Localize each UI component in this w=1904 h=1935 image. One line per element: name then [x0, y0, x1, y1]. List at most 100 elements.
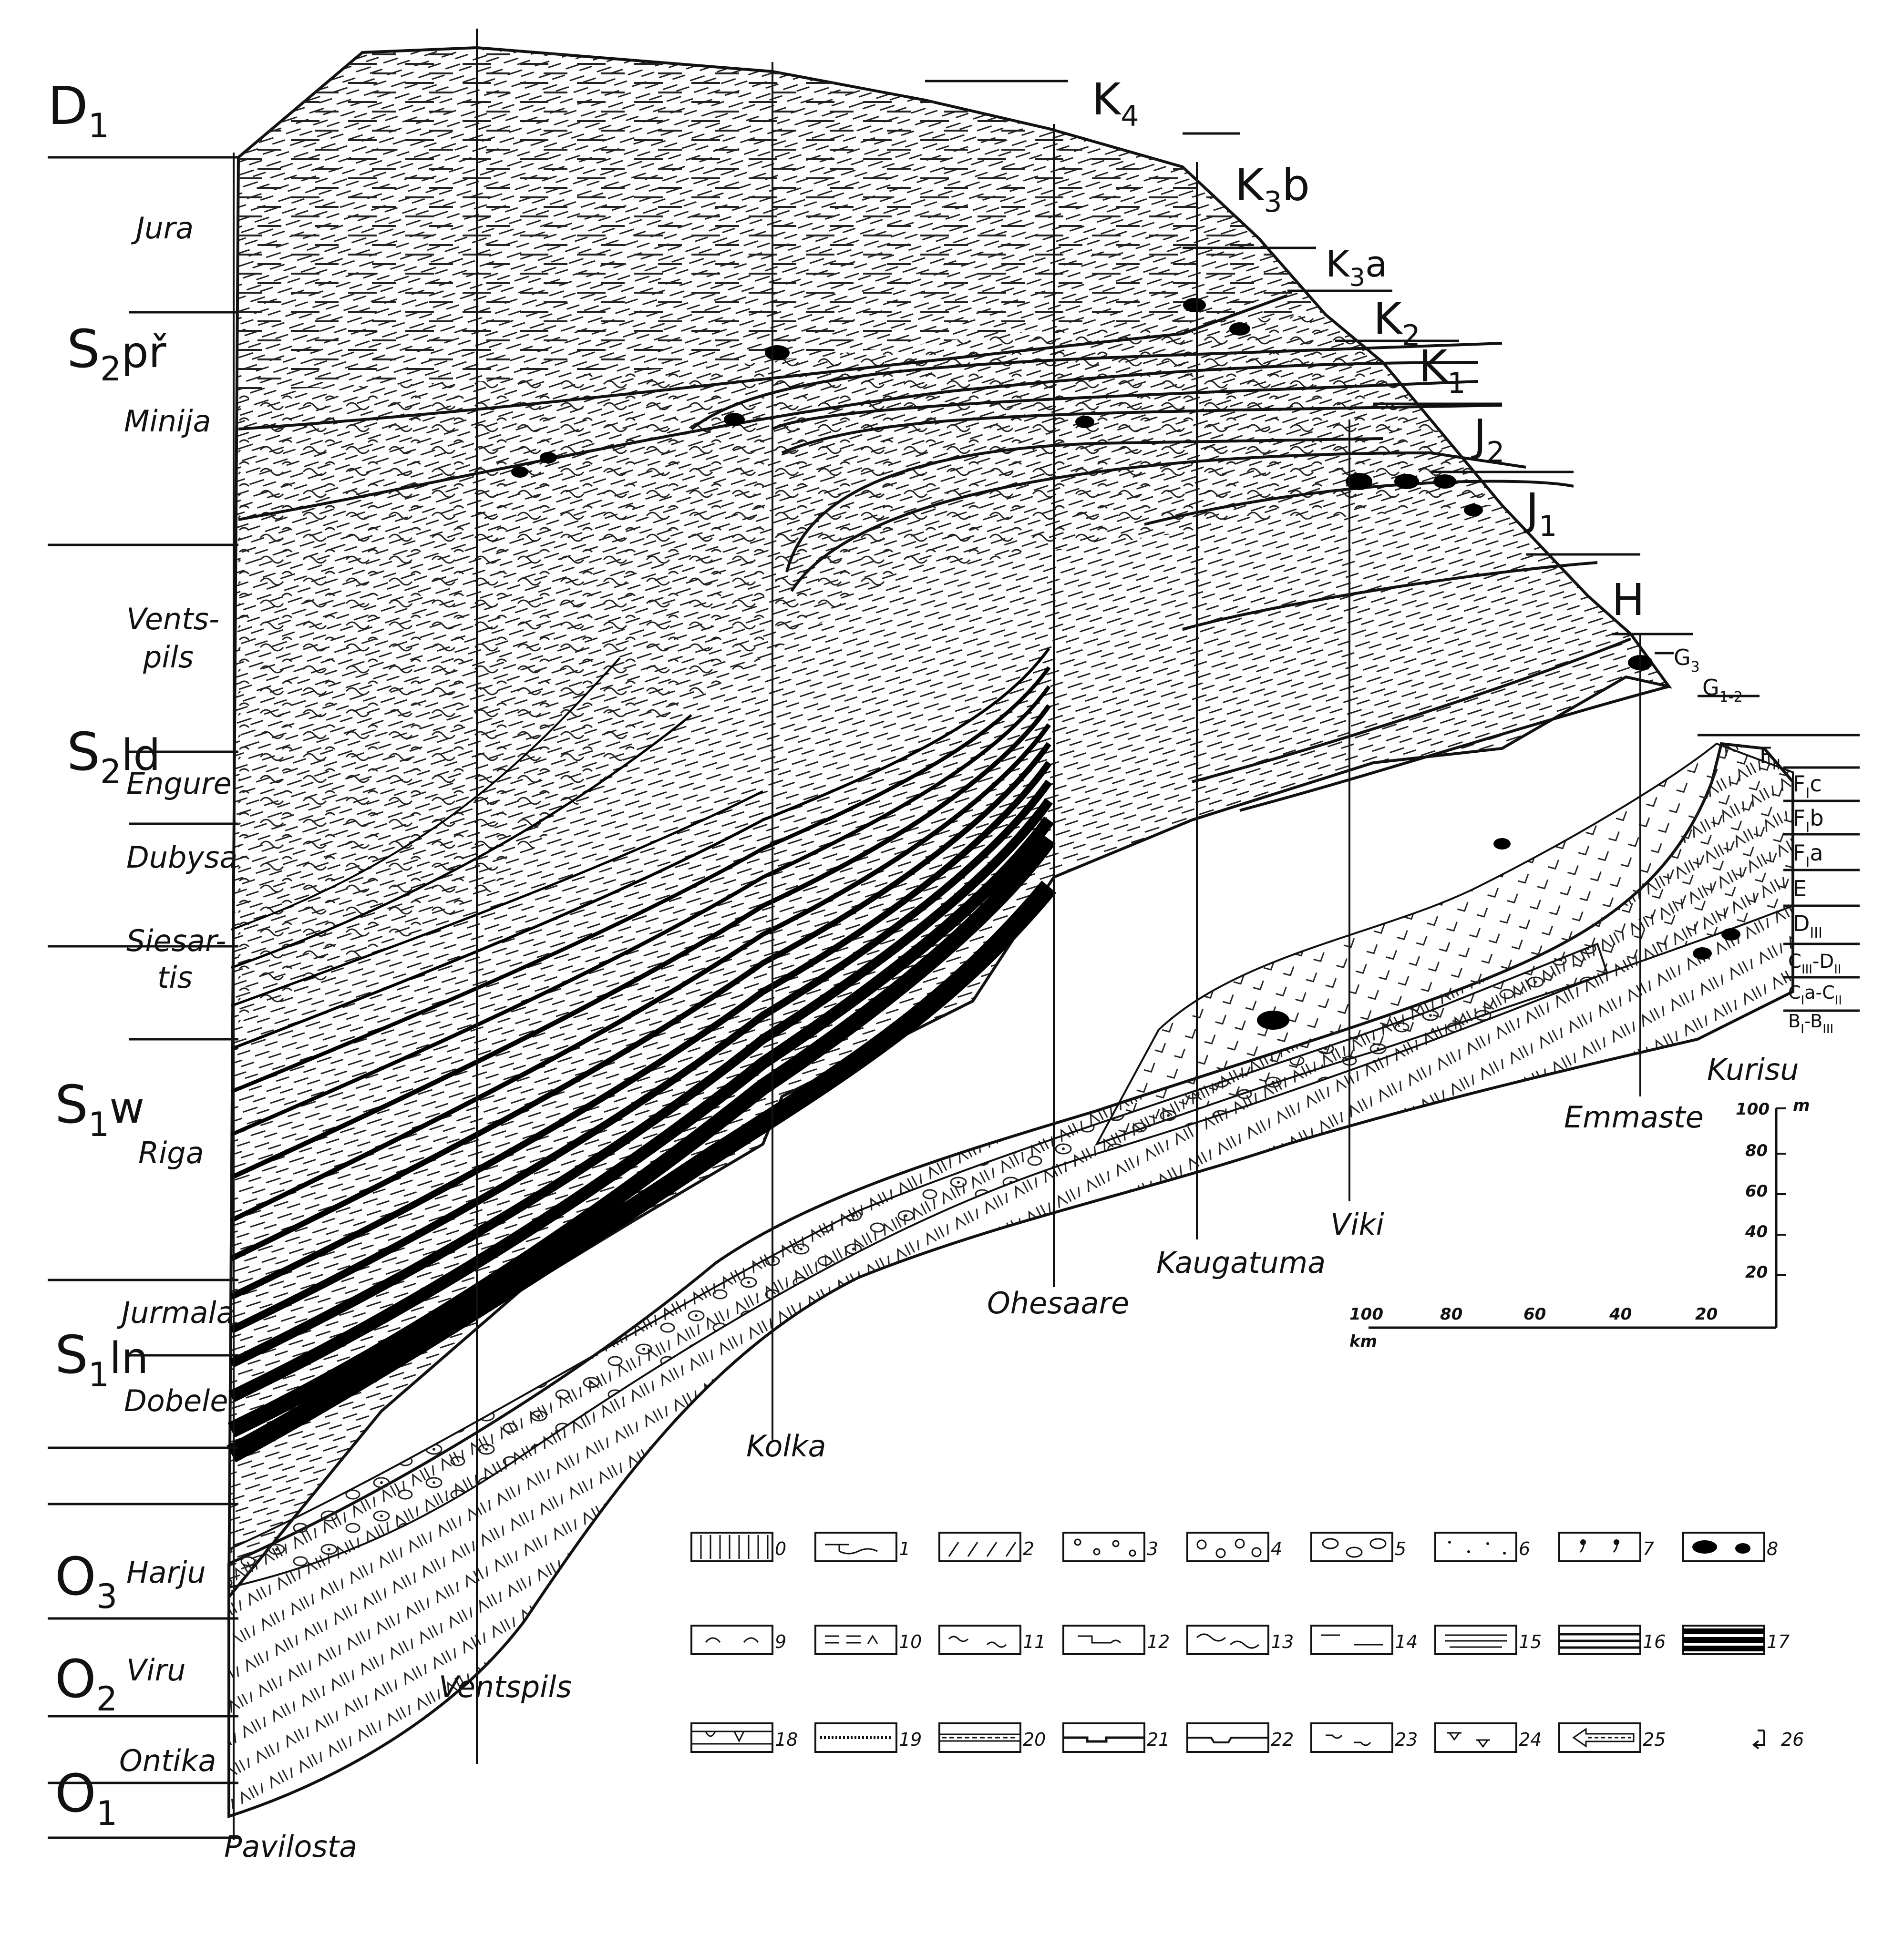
formation-label-siesartis-2: tis	[157, 960, 193, 995]
stage-label-s2ld: S2ld	[67, 721, 161, 791]
vertical-tick-60: 60	[1745, 1182, 1768, 1201]
horizontal-tick-60: 60	[1523, 1305, 1546, 1324]
stage-label-s1ln: S1ln	[55, 1324, 148, 1394]
marl-zone	[238, 315, 1502, 1025]
legend-item-10: 10	[814, 1625, 922, 1655]
svg-text:14: 14	[1395, 1631, 1418, 1652]
horizon-lines	[238, 294, 1669, 812]
legend-item-22: 22	[1186, 1722, 1294, 1753]
formation-label-dubysa: Dubysa	[126, 840, 237, 875]
locality-label-kurisu: Kurisu	[1707, 1052, 1799, 1087]
stage-labels: D1 S2př S2ld S1w S1ln O3 O2 O1	[48, 75, 167, 1833]
legend-item-19: 19	[814, 1722, 922, 1753]
svg-text:3: 3	[1147, 1538, 1158, 1559]
locality-label-ventspils: Ventspils	[439, 1669, 572, 1704]
formation-labels: Jura Minija Vents- pils Engure Dubysa Si…	[116, 211, 237, 1778]
svg-text:11: 11	[1023, 1631, 1046, 1652]
stage-label-d1: D1	[48, 75, 109, 145]
unit-label-f2: FII	[1760, 742, 1780, 773]
unit-label-c3-d2: CIII-DII	[1788, 951, 1842, 977]
svg-text:15: 15	[1519, 1631, 1542, 1652]
horizontal-tick-20: 20	[1695, 1305, 1718, 1324]
lenses	[511, 298, 1740, 1030]
svg-text:26: 26	[1781, 1729, 1804, 1750]
svg-text:1: 1	[899, 1538, 910, 1559]
legend-item-26: 26	[1752, 1729, 1804, 1750]
svg-text:2: 2	[1023, 1538, 1034, 1559]
locality-labels: Pavilosta Ventspils Kolka Ohesaare Kauga…	[224, 1052, 1799, 1864]
vertical-tick-40: 40	[1745, 1222, 1768, 1241]
scale-bar: m 100 80 60 40 20 100 80 60 40 20 km	[1349, 1096, 1810, 1351]
svg-text:13: 13	[1271, 1631, 1294, 1652]
legend-item-6: 6	[1434, 1532, 1530, 1562]
stage-label-s1w: S1w	[55, 1074, 144, 1144]
formation-label-siesartis: Siesar-	[126, 923, 226, 958]
legend-item-2: 2	[938, 1532, 1034, 1562]
legend-item-17: 17	[1682, 1625, 1790, 1655]
svg-text:22: 22	[1271, 1729, 1294, 1750]
svg-text:7: 7	[1643, 1538, 1654, 1559]
legend: 0 1 2 3 4 5 6 7 8 9	[690, 1532, 1804, 1753]
vertical-tick-20: 20	[1745, 1263, 1768, 1282]
svg-text:21: 21	[1147, 1729, 1170, 1750]
formation-label-harju: Harju	[126, 1555, 206, 1590]
svg-text:10: 10	[899, 1631, 922, 1652]
legend-item-11: 11	[938, 1625, 1046, 1655]
vertical-tick-100: 100	[1736, 1100, 1770, 1119]
unit-label-k2: K2	[1373, 293, 1420, 352]
legend-item-21: 21	[1062, 1722, 1170, 1753]
legend-item-5: 5	[1310, 1532, 1406, 1562]
formation-label-dobele: Dobele	[124, 1383, 228, 1418]
locality-label-kolka: Kolka	[746, 1429, 826, 1464]
legend-item-12: 12	[1062, 1625, 1170, 1655]
unit-label-h: H	[1612, 574, 1645, 625]
svg-text:9: 9	[775, 1631, 786, 1652]
svg-text:8: 8	[1767, 1538, 1778, 1559]
unit-label-e: E	[1793, 876, 1807, 901]
svg-text:18: 18	[775, 1729, 798, 1750]
formation-label-ontika: Ontika	[119, 1743, 216, 1778]
svg-text:4: 4	[1271, 1538, 1282, 1559]
unit-label-k1: K1	[1419, 341, 1466, 400]
unit-label-f1b: FIb	[1793, 805, 1824, 836]
legend-item-20: 20	[938, 1722, 1046, 1753]
borehole-lines	[233, 29, 1641, 1840]
legend-item-3: 3	[1062, 1532, 1158, 1562]
legend-item-18: 18	[690, 1722, 798, 1753]
locality-label-viki: Viki	[1330, 1207, 1384, 1242]
legend-item-25: 25	[1558, 1722, 1666, 1753]
locality-label-ohesaare: Ohesaare	[987, 1286, 1129, 1321]
formation-label-ventspils: Vents-	[126, 602, 219, 636]
unit-label-j1: J1	[1523, 484, 1557, 543]
unit-label-c1a-c2: CIa-CII	[1788, 982, 1842, 1008]
right-tick-marks	[925, 80, 1860, 1012]
svg-text:17: 17	[1767, 1631, 1790, 1652]
stage-label-o3: O3	[55, 1546, 117, 1616]
formation-label-engure: Engure	[126, 766, 232, 801]
locality-label-emmaste: Emmaste	[1564, 1100, 1704, 1135]
section-body	[226, 29, 1794, 1840]
formation-label-jura: Jura	[131, 211, 194, 246]
locality-label-kaugatuma: Kaugatuma	[1156, 1245, 1326, 1280]
legend-item-7: 7	[1558, 1532, 1654, 1562]
vertical-scale-ticks	[1776, 1107, 1786, 1276]
horizontal-tick-80: 80	[1440, 1305, 1462, 1324]
horizontal-scale-unit: km	[1349, 1332, 1377, 1351]
unit-label-k3a: K3a	[1326, 243, 1388, 292]
unit-label-k4: K4	[1092, 74, 1139, 133]
legend-item-1: 1	[814, 1532, 910, 1562]
horizontal-tick-40: 40	[1609, 1305, 1632, 1324]
svg-text:20: 20	[1023, 1729, 1046, 1750]
locality-label-pavilosta: Pavilosta	[224, 1829, 357, 1864]
small-unit-labels: G3 G1-2 FII FIc FIb FIa E DIII CIII-DII …	[1674, 645, 1842, 1036]
formation-label-minija: Minija	[124, 404, 211, 439]
legend-item-0: 0	[690, 1532, 786, 1562]
unit-label-f1a: FIa	[1793, 840, 1823, 871]
legend-item-14: 14	[1310, 1625, 1418, 1655]
formation-label-viru: Viru	[126, 1653, 185, 1688]
formation-label-ventspils-2: pils	[143, 640, 194, 675]
legend-item-9: 9	[690, 1625, 786, 1655]
svg-text:0: 0	[775, 1538, 786, 1559]
oolite-band	[228, 942, 1608, 1589]
